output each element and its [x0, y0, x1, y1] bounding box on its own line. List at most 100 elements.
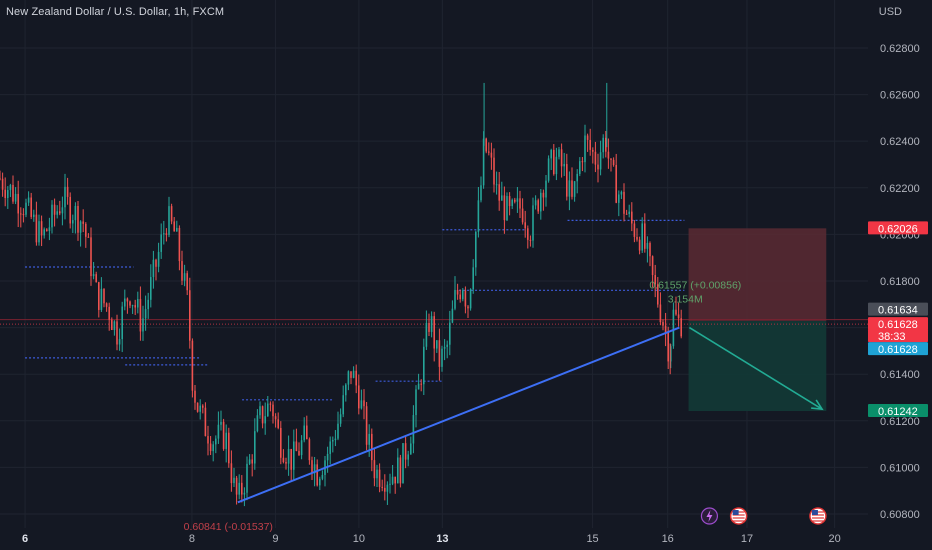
- candle-body: [381, 486, 383, 488]
- candle-body: [436, 340, 438, 349]
- candle-body: [222, 421, 225, 449]
- candle-body: [295, 441, 298, 451]
- candle-body: [459, 294, 461, 300]
- candle-body: [87, 236, 90, 238]
- candle-body: [144, 309, 147, 319]
- candle-body: [165, 233, 168, 235]
- candle-body: [438, 340, 441, 367]
- price-label-text: 0.61628: [878, 319, 918, 331]
- candle-body: [394, 476, 396, 484]
- candle-body: [254, 431, 256, 464]
- candles: [0, 82, 682, 507]
- candle-body: [235, 477, 238, 495]
- candle-body: [285, 462, 287, 464]
- candle-body: [503, 195, 506, 221]
- event-markers[interactable]: [700, 507, 827, 525]
- candle-body: [30, 197, 32, 217]
- candle-body: [495, 184, 498, 186]
- y-tick-label: 0.61200: [880, 416, 920, 428]
- candle-body: [566, 164, 568, 197]
- take-profit-zone[interactable]: [688, 321, 827, 412]
- measure-volume-text: 3.154M: [668, 294, 703, 306]
- candle-body: [472, 267, 474, 290]
- candle-body: [488, 151, 490, 153]
- candle-body: [22, 214, 25, 216]
- candle-body: [672, 309, 675, 347]
- price-label-bg: [868, 221, 928, 235]
- candle-body: [25, 202, 27, 215]
- candle-body: [407, 454, 409, 460]
- candle-body: [251, 459, 253, 464]
- candle-body: [623, 191, 625, 214]
- price-label-bg: [868, 404, 928, 418]
- arrow-head-icon: [811, 399, 824, 411]
- candle-body: [449, 322, 451, 345]
- y-tick-label: 0.61800: [880, 276, 920, 288]
- candle-body: [4, 189, 6, 199]
- candle-body: [51, 204, 53, 228]
- candle-body: [319, 478, 321, 486]
- price-label-bg: [868, 317, 928, 331]
- candle-body: [150, 277, 152, 300]
- candle-body: [657, 284, 659, 305]
- candle-body: [134, 305, 136, 308]
- candle-body: [371, 433, 373, 461]
- candle-body: [277, 419, 279, 428]
- candle-body: [599, 152, 602, 170]
- candle-body: [511, 199, 513, 207]
- candle-body: [384, 487, 386, 492]
- price-label-text: 0.61242: [878, 406, 918, 418]
- candle-body: [677, 314, 680, 319]
- candle-body: [85, 223, 87, 237]
- candle-body: [92, 274, 95, 277]
- candle-body: [334, 438, 337, 441]
- candle-body: [547, 158, 550, 181]
- candle-body: [376, 469, 378, 479]
- annotations: 0.61557 (+0.00856) 3.154M 0.60841 (-0.0153…: [184, 280, 742, 533]
- x-tick-label: 15: [586, 533, 598, 545]
- projection-arrow[interactable]: [688, 326, 823, 410]
- candle-body: [501, 195, 503, 201]
- candle-body: [168, 206, 170, 235]
- candle-body: [342, 395, 344, 415]
- y-tick-label: 0.62600: [880, 90, 920, 102]
- candle-body: [272, 404, 274, 417]
- x-tick-label: 8: [189, 533, 195, 545]
- candle-body: [581, 161, 584, 163]
- price-label-bg: [868, 329, 928, 343]
- candle-body: [659, 304, 662, 323]
- candle-body: [199, 405, 201, 412]
- price-label-text: 38:33: [878, 331, 906, 343]
- candle-body: [105, 303, 108, 307]
- candle-body: [20, 213, 22, 215]
- stop-loss-zone[interactable]: [688, 228, 827, 322]
- trendline[interactable]: [237, 326, 680, 504]
- candle-body: [0, 178, 1, 180]
- candle-body: [300, 440, 303, 456]
- candle-body: [670, 346, 672, 362]
- candle-body: [48, 227, 51, 232]
- candle-body: [425, 322, 428, 347]
- flag-canton: [811, 510, 818, 515]
- candle-body: [103, 288, 105, 304]
- candle-body: [311, 460, 313, 474]
- candle-body: [74, 205, 77, 221]
- symbol-title[interactable]: New Zealand Dollar / U.S. Dollar, 1h, FX…: [6, 6, 225, 18]
- candle-body: [326, 453, 329, 461]
- position-zones[interactable]: [688, 228, 827, 412]
- x-tick-label: 16: [662, 533, 674, 545]
- candle-body: [64, 186, 66, 208]
- candle-body: [181, 261, 183, 281]
- candle-body: [420, 383, 422, 385]
- candle-body: [155, 259, 157, 267]
- y-tick-label: 0.61400: [880, 369, 920, 381]
- candle-body: [560, 149, 563, 167]
- candle-body: [646, 242, 649, 249]
- candle-body: [137, 299, 139, 308]
- time-axis[interactable]: 6 8 9 10 13 15 16 17 20: [22, 533, 841, 545]
- candle-body: [521, 208, 524, 223]
- candle-body: [267, 403, 269, 417]
- drawings[interactable]: [237, 326, 824, 504]
